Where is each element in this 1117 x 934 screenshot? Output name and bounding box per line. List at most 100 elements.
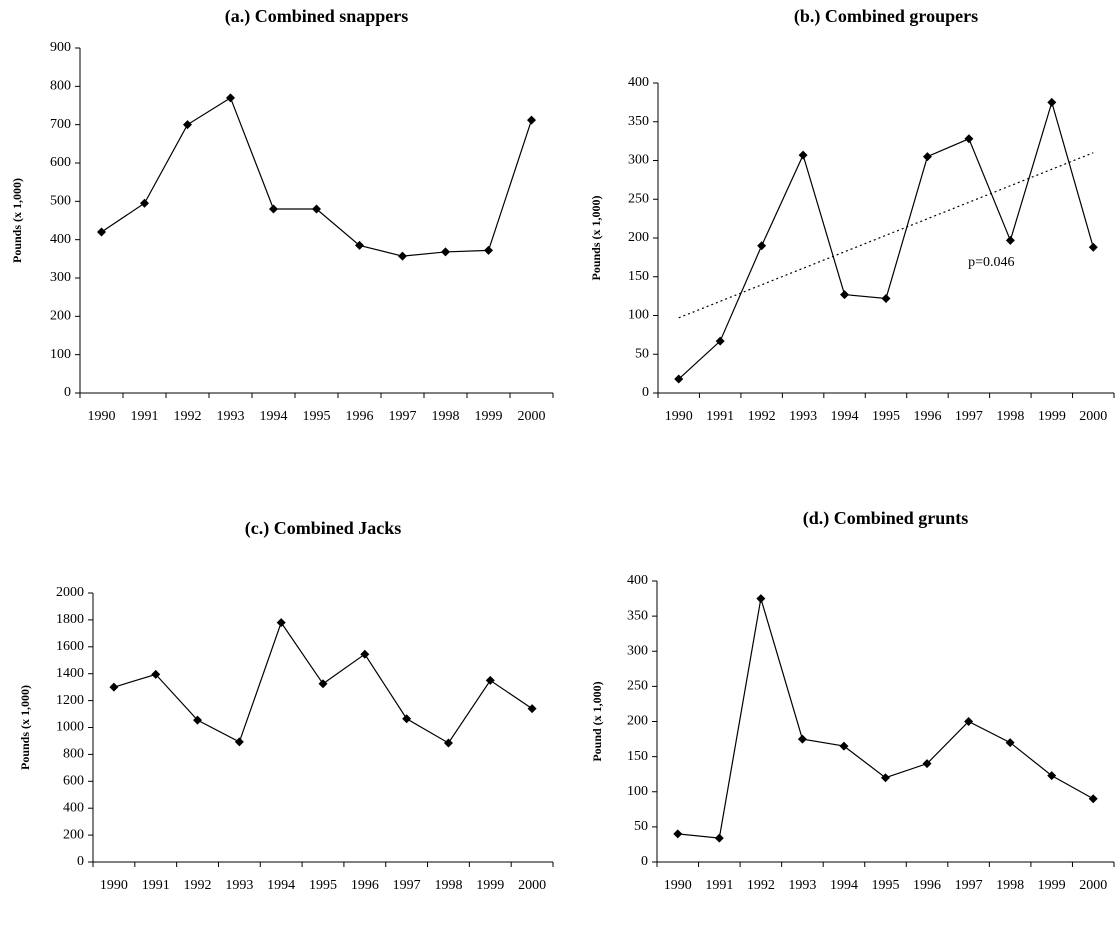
marker	[1005, 738, 1015, 748]
marker	[964, 134, 974, 144]
x-tick-label: 1998	[996, 878, 1024, 893]
y-axis-label: Pound (x 1,000)	[590, 681, 604, 761]
y-tick-label: 700	[50, 117, 71, 132]
x-tick-label: 1993	[225, 878, 253, 893]
marker	[109, 682, 119, 692]
x-tick-label: 1995	[309, 878, 337, 893]
chart-title: (b.) Combined groupers	[794, 6, 978, 27]
x-tick-label: 1993	[789, 409, 817, 424]
trend-line	[678, 152, 1094, 319]
y-tick-label: 150	[627, 749, 648, 764]
x-tick-label: 1999	[476, 878, 504, 893]
marker	[1047, 771, 1057, 781]
marker	[673, 829, 683, 839]
y-tick-label: 1600	[56, 639, 84, 654]
x-tick-label: 1997	[955, 409, 983, 424]
y-tick-label: 400	[50, 232, 71, 247]
marker	[443, 738, 453, 748]
x-tick-label: 1994	[830, 878, 858, 893]
marker	[922, 152, 932, 162]
marker	[757, 241, 767, 251]
marker	[922, 759, 932, 769]
x-tick-label: 1990	[665, 409, 693, 424]
x-tick-label: 1998	[434, 878, 462, 893]
x-tick-label: 1990	[664, 878, 692, 893]
chart-title: (d.) Combined grunts	[803, 508, 969, 529]
y-tick-label: 100	[50, 347, 71, 362]
y-tick-label: 800	[50, 79, 71, 94]
x-tick-label: 1991	[142, 878, 170, 893]
x-tick-label: 1999	[475, 409, 503, 424]
x-tick-label: 1992	[748, 409, 776, 424]
x-tick-label: 1990	[88, 409, 116, 424]
x-tick-label: 1995	[303, 409, 331, 424]
x-tick-label: 1994	[831, 409, 859, 424]
y-tick-label: 300	[627, 643, 648, 658]
y-tick-label: 300	[50, 270, 71, 285]
marker	[402, 714, 412, 724]
y-tick-label: 200	[63, 827, 84, 842]
x-tick-label: 1990	[100, 878, 128, 893]
marker	[840, 290, 850, 300]
y-tick-label: 350	[628, 114, 649, 129]
x-tick-label: 1999	[1038, 878, 1066, 893]
marker	[484, 245, 493, 255]
x-tick-label: 1996	[351, 878, 379, 893]
x-tick-label: 2000	[518, 409, 546, 424]
marker	[798, 150, 808, 160]
x-tick-label: 1999	[1038, 409, 1066, 424]
y-tick-label: 200	[627, 714, 648, 729]
marker	[1088, 242, 1098, 252]
marker	[964, 717, 974, 726]
series-line	[677, 598, 1094, 839]
x-tick-label: 1992	[184, 878, 212, 893]
marker	[1005, 235, 1015, 245]
x-tick-label: 2000	[1079, 878, 1107, 893]
x-tick-label: 1991	[706, 409, 734, 424]
y-tick-label: 400	[628, 75, 649, 90]
x-tick-label: 1995	[872, 409, 900, 424]
marker	[193, 715, 203, 725]
y-tick-label: 300	[628, 153, 649, 168]
y-tick-label: 150	[628, 269, 649, 284]
chart-title: (a.) Combined snappers	[225, 6, 409, 27]
x-tick-label: 1993	[788, 878, 816, 893]
x-tick-label: 1996	[346, 409, 374, 424]
x-tick-label: 2000	[518, 878, 546, 893]
marker	[527, 115, 536, 125]
marker	[715, 336, 725, 346]
x-tick-label: 2000	[1079, 409, 1107, 424]
x-tick-label: 1996	[913, 409, 941, 424]
series-line	[101, 96, 533, 257]
y-tick-label: 350	[627, 608, 648, 623]
marker	[355, 240, 364, 250]
marker	[140, 198, 149, 208]
marker	[797, 734, 807, 744]
y-tick-label: 250	[628, 191, 649, 206]
series-line	[678, 100, 1094, 380]
x-tick-label: 1994	[260, 409, 288, 424]
y-tick-label: 0	[642, 385, 649, 400]
marker	[398, 251, 407, 261]
y-tick-label: 2000	[56, 585, 84, 600]
marker	[276, 618, 286, 628]
y-tick-label: 1200	[56, 693, 84, 708]
x-tick-label: 1994	[267, 878, 295, 893]
y-tick-label: 0	[64, 385, 71, 400]
y-tick-label: 400	[627, 573, 648, 588]
y-tick-label: 1000	[56, 720, 84, 735]
x-tick-label: 1998	[432, 409, 460, 424]
y-axis-label: Pounds (x 1,000)	[10, 178, 24, 263]
chart-title: (c.) Combined Jacks	[245, 518, 402, 539]
y-tick-label: 1800	[56, 612, 84, 627]
x-tick-label: 1997	[393, 878, 421, 893]
x-tick-label: 1992	[747, 878, 775, 893]
x-tick-label: 1998	[996, 409, 1024, 424]
marker	[269, 204, 278, 214]
marker	[1047, 97, 1057, 107]
y-tick-label: 250	[627, 679, 648, 694]
marker	[312, 204, 321, 214]
y-tick-label: 500	[50, 194, 71, 209]
